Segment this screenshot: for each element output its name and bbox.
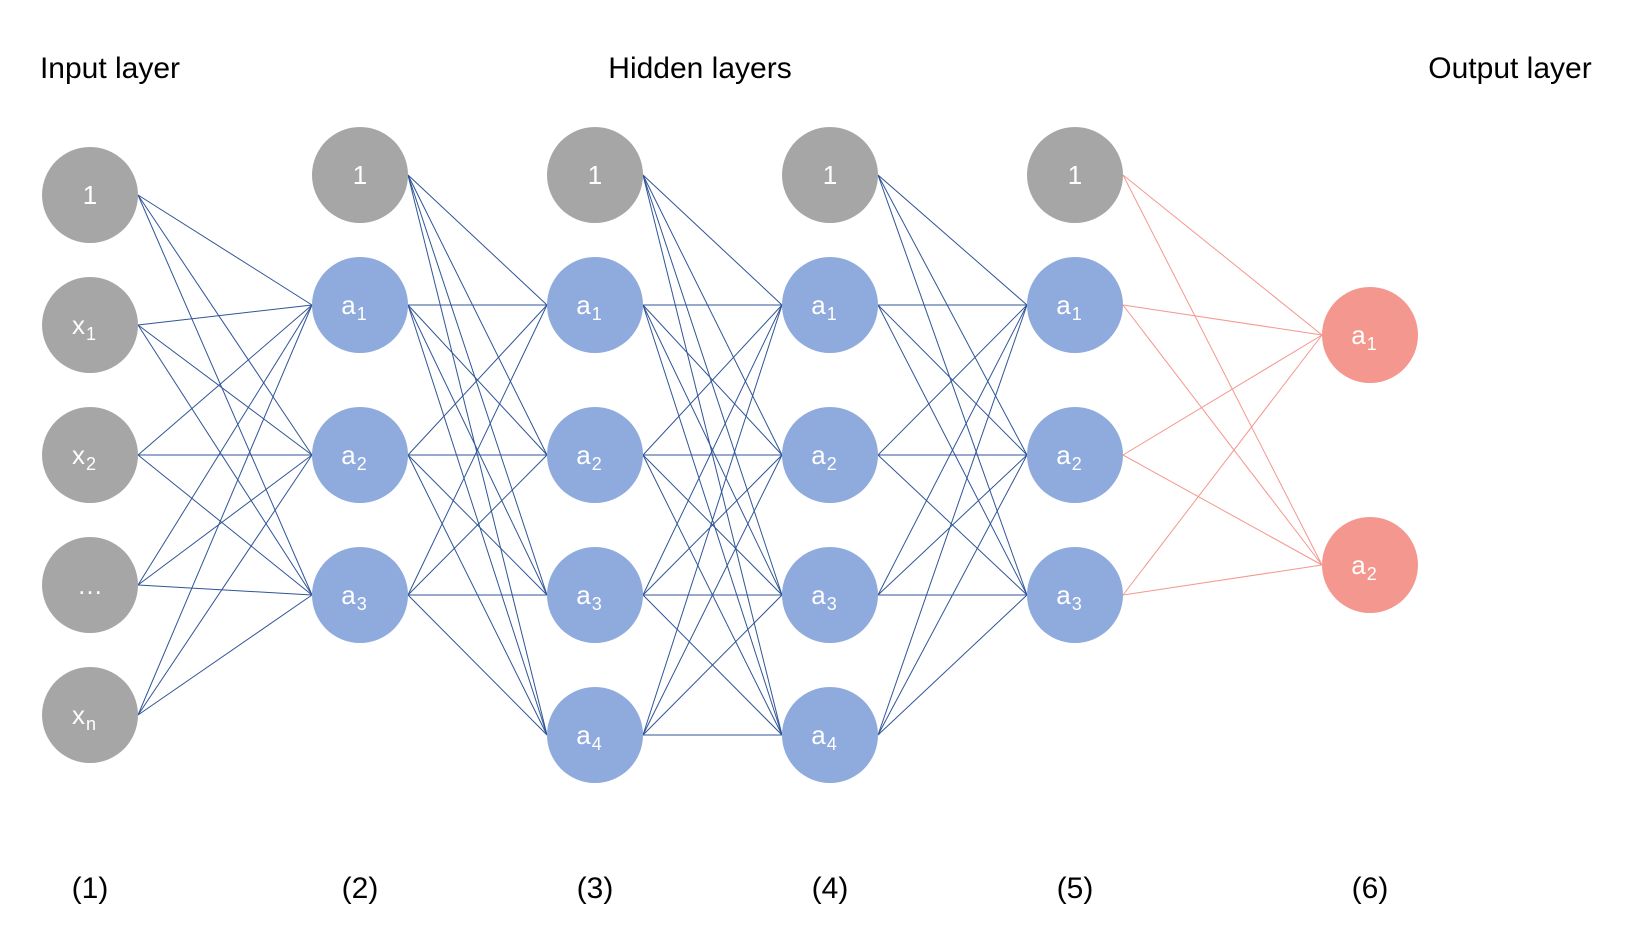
edge <box>408 305 547 735</box>
edge <box>1123 305 1322 565</box>
layer-index-label: (5) <box>1057 872 1094 905</box>
edge <box>138 305 312 455</box>
header-label: Output layer <box>1428 52 1591 85</box>
edge <box>878 175 1027 455</box>
edge <box>408 595 547 735</box>
edge <box>138 305 312 585</box>
edge <box>138 195 312 595</box>
node-label: … <box>77 570 103 600</box>
edge <box>878 595 1027 735</box>
edge <box>1123 335 1322 455</box>
edge <box>138 195 312 305</box>
edge <box>878 305 1027 735</box>
edge <box>138 455 312 715</box>
edge <box>138 305 312 715</box>
layer-index-label: (2) <box>342 872 379 905</box>
node-label: 1 <box>353 160 367 190</box>
edge <box>878 175 1027 595</box>
edge <box>138 595 312 715</box>
node-label: 1 <box>1068 160 1082 190</box>
node-label: 1 <box>588 160 602 190</box>
edge <box>643 175 782 595</box>
neural-network-diagram: 1x1x2…xn1a1a2a31a1a2a3a41a1a2a3a41a1a2a3… <box>0 0 1628 944</box>
edge <box>1123 305 1322 335</box>
layer-index-label: (6) <box>1352 872 1389 905</box>
edge <box>1123 175 1322 335</box>
edge <box>408 175 547 455</box>
edge <box>138 455 312 585</box>
edge <box>1123 335 1322 595</box>
edge <box>1123 175 1322 565</box>
layer-index-label: (1) <box>72 872 109 905</box>
node-label: 1 <box>83 180 97 210</box>
edge <box>643 175 782 455</box>
node-label: 1 <box>823 160 837 190</box>
edge <box>138 325 312 455</box>
edge <box>408 175 547 595</box>
layer-index-label: (4) <box>812 872 849 905</box>
edge <box>878 175 1027 305</box>
edge <box>138 305 312 325</box>
layer-index-label: (3) <box>577 872 614 905</box>
edge <box>643 175 782 305</box>
edge <box>408 175 547 305</box>
header-label: Input layer <box>40 52 180 85</box>
edge <box>138 195 312 455</box>
edge <box>138 585 312 595</box>
edge <box>1123 455 1322 565</box>
edge <box>1123 565 1322 595</box>
header-label: Hidden layers <box>608 52 791 85</box>
edge <box>138 455 312 595</box>
